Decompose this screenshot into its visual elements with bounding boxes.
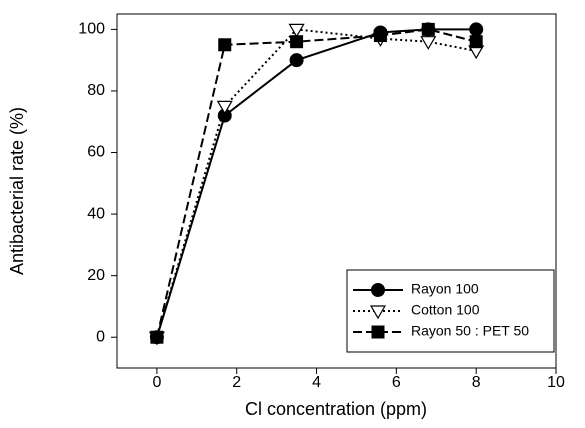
marker	[289, 53, 304, 68]
y-tick-label: 80	[87, 82, 105, 99]
x-axis-label: Cl concentration (ppm)	[245, 399, 427, 419]
marker	[373, 29, 387, 43]
marker	[290, 35, 304, 49]
marker	[150, 330, 164, 344]
marker	[216, 100, 233, 115]
x-tick-label: 4	[312, 374, 321, 391]
series-line	[155, 28, 477, 338]
x-tick-label: 2	[232, 374, 241, 391]
y-tick-label: 20	[87, 267, 105, 284]
marker	[469, 35, 483, 49]
marker	[218, 38, 232, 52]
y-tick-label: 60	[87, 144, 105, 161]
y-tick-label: 40	[87, 205, 105, 222]
legend: Rayon 100 Cotton 100 Rayon 50 : PET 50	[346, 269, 555, 353]
plot-frame	[116, 13, 557, 369]
legend-marker	[371, 325, 385, 339]
x-tick-label: 6	[392, 374, 401, 391]
legend-label: Rayon 50 : PET 50	[411, 323, 529, 339]
legend-marker	[369, 305, 387, 320]
marker	[469, 22, 484, 37]
legend-label: Cotton 100	[411, 302, 480, 318]
x-tick-label: 0	[152, 374, 161, 391]
legend-marker	[371, 283, 385, 297]
y-tick-label: 100	[78, 21, 105, 38]
y-tick-label: 0	[96, 328, 105, 345]
legend-label: Rayon 100	[411, 281, 479, 297]
marker	[288, 23, 305, 38]
x-tick-label: 8	[472, 374, 481, 391]
x-tick-label: 10	[547, 374, 565, 391]
y-axis-label: Antibacterial rate (%)	[7, 107, 27, 275]
marker	[420, 36, 437, 50]
series-line	[155, 28, 477, 338]
marker	[421, 22, 435, 36]
series-line	[155, 28, 477, 338]
